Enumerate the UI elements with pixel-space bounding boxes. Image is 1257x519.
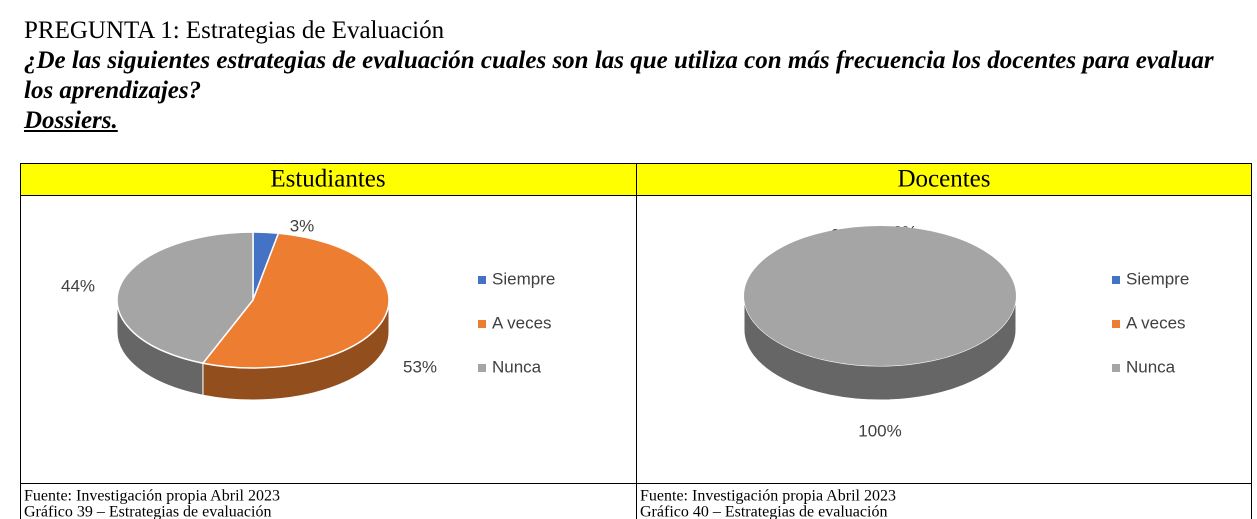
legend-swatch: [478, 276, 486, 284]
item: Dossiers.: [24, 107, 118, 134]
legend-label: Nunca: [1126, 357, 1176, 376]
pie-slice: [116, 231, 254, 365]
source: Fuente: Investigación propia Abril 2023: [24, 488, 280, 505]
pie-slice: [744, 226, 1016, 366]
caption: Gráfico 39 – Estrategias de evaluación: [24, 504, 271, 519]
legend-swatch: [1112, 320, 1120, 328]
legend-label: Nunca: [492, 357, 542, 376]
data-label: 44%: [61, 276, 95, 295]
legend-label: A veces: [492, 313, 552, 332]
legend-label: Siempre: [492, 269, 555, 288]
legend-label: Siempre: [1126, 269, 1189, 288]
legend-swatch: [1112, 276, 1120, 284]
data-label: 3%: [290, 216, 315, 235]
legend-swatch: [478, 364, 486, 372]
data-label: 100%: [858, 421, 901, 440]
panel-title: Docentes: [897, 166, 990, 193]
data-label: 53%: [403, 357, 437, 376]
source: Fuente: Investigación propia Abril 2023: [640, 488, 896, 505]
legend-label: A veces: [1126, 313, 1186, 332]
pie-slice: [201, 232, 390, 369]
caption: Gráfico 40 – Estrategias de evaluación: [640, 504, 887, 519]
question: ¿De las siguientes estrategias de evalua…: [24, 47, 1214, 104]
panel-title: Estudiantes: [270, 166, 385, 193]
title: PREGUNTA 1: Estrategias de Evaluación: [24, 17, 445, 44]
legend-swatch: [478, 320, 486, 328]
legend-swatch: [1112, 364, 1120, 372]
